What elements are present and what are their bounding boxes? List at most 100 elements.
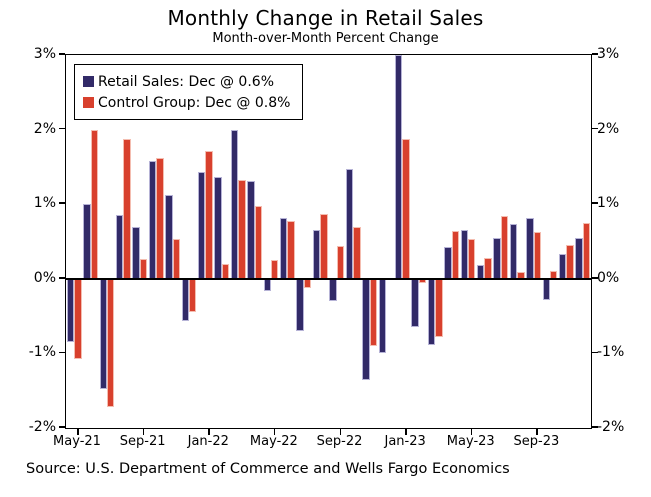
legend-item-control-group: Control Group: Dec @ 0.8% [83,92,290,113]
bar-retail-sales-Nov-22 [362,278,370,380]
x-axis-label: May-22 [249,434,298,449]
y-axis-label-left: 0% [33,269,56,286]
bar-retail-sales-Dec-23 [575,237,583,279]
y-tick-right [592,53,598,55]
bar-control-group-Nov-21 [172,238,181,279]
bar-retail-sales-Dec-22 [378,278,386,354]
bar-retail-sales-Jul-23 [493,237,501,279]
x-tick [208,429,210,435]
bar-retail-sales-Feb-23 [411,278,419,328]
bar-retail-sales-Sep-22 [329,278,337,302]
bar-retail-sales-Nov-21 [165,195,173,279]
bar-control-group-May-21 [74,278,82,360]
bar-retail-sales-Sep-21 [132,226,140,279]
bar-retail-sales-Sep-23 [526,217,534,279]
bar-retail-sales-Jul-21 [99,278,107,390]
legend: Retail Sales: Dec @ 0.6% Control Group: … [74,64,304,120]
bar-control-group-Jun-22 [287,221,295,279]
y-tick-left [59,426,65,428]
bar-control-group-Jul-22 [303,278,312,289]
y-axis-label-left: 1% [33,195,56,212]
y-tick-left [59,351,65,354]
bar-control-group-Dec-23 [582,222,591,279]
x-axis-label: May-21 [53,434,101,449]
x-tick [142,429,145,435]
bar-retail-sales-Jul-22 [296,278,304,332]
x-tick [77,429,79,435]
y-tick-right [592,351,598,354]
bar-control-group-Jul-23 [500,216,509,279]
bar-control-group-Mar-23 [435,278,443,337]
bar-retail-sales-Jan-22 [198,172,206,279]
bar-control-group-Mar-22 [238,179,246,279]
bar-control-group-Nov-22 [369,278,377,346]
y-tick-left [59,127,65,130]
source-note: Source: U.S. Department of Commerce and … [26,461,510,477]
bar-retail-sales-May-23 [460,230,468,279]
bar-retail-sales-Mar-23 [427,278,436,346]
legend-label-retail-sales: Retail Sales: Dec @ 0.6% [98,73,274,90]
bar-retail-sales-Oct-22 [345,169,354,279]
zero-line [66,277,591,280]
y-tick-left [59,277,65,279]
y-tick-left [59,53,65,55]
y-axis-label-right: 1% [597,195,620,212]
y-axis-label-right: 3% [597,46,620,62]
bar-retail-sales-Aug-23 [509,224,518,279]
bar-control-group-Jun-23 [484,257,492,279]
bar-retail-sales-Dec-21 [181,278,190,322]
plot-area: Retail Sales: Dec @ 0.6% Control Group: … [65,54,592,429]
bar-control-group-Jan-23 [402,138,410,279]
x-axis-label: Sep-23 [513,434,560,449]
bar-control-group-Oct-21 [156,157,164,279]
bar-retail-sales-Oct-21 [148,160,157,279]
bar-control-group-Jan-22 [205,151,213,279]
x-axis-label: Sep-22 [316,434,363,449]
x-axis-label: Sep-21 [119,434,166,449]
bar-control-group-Sep-22 [336,245,345,279]
bar-retail-sales-Mar-22 [230,129,239,279]
bar-retail-sales-Jun-23 [476,264,485,279]
legend-swatch-control-group-icon [83,97,94,108]
bar-retail-sales-Apr-23 [444,247,452,279]
x-tick [405,429,407,435]
x-axis-label: Jan-22 [187,434,229,449]
bar-retail-sales-Oct-23 [542,278,550,301]
bar-retail-sales-Aug-22 [312,230,321,279]
bar-control-group-May-22 [271,260,279,279]
bar-retail-sales-May-21 [66,278,75,343]
bar-control-group-Nov-23 [566,245,574,279]
bar-control-group-Sep-23 [533,231,541,279]
x-tick [536,429,538,435]
bar-retail-sales-Feb-22 [214,176,222,279]
bar-retail-sales-Aug-21 [116,215,124,279]
bar-retail-sales-Jun-22 [280,217,288,279]
bar-control-group-Apr-22 [254,205,263,279]
legend-swatch-retail-sales-icon [83,76,94,87]
chart-subtitle: Month-over-Month Percent Change [212,31,439,46]
x-axis-label: May-23 [446,434,495,449]
bar-retail-sales-Jun-21 [83,204,91,279]
y-tick-right [592,426,598,428]
bar-control-group-Jul-21 [107,278,115,408]
y-tick-right [592,277,598,279]
y-axis-label-left: 3% [33,46,56,62]
bar-control-group-Jun-21 [90,129,98,279]
y-axis-label-right: 0% [597,269,620,286]
chart-title: Monthly Change in Retail Sales [167,6,484,30]
y-axis-label-left: -2% [28,419,56,435]
y-tick-right [592,127,598,130]
x-tick [273,429,276,435]
bar-control-group-Oct-22 [353,226,361,279]
bar-retail-sales-Nov-23 [558,254,567,279]
bar-control-group-Feb-22 [221,263,230,279]
legend-item-retail-sales: Retail Sales: Dec @ 0.6% [83,71,290,92]
bar-control-group-Sep-21 [139,258,148,279]
bar-control-group-Aug-21 [123,138,131,279]
y-axis-label-right: -2% [597,419,625,435]
y-tick-right [592,202,598,204]
bar-control-group-Dec-21 [189,278,197,313]
x-axis-label: Jan-23 [384,434,426,449]
bar-retail-sales-Apr-22 [247,181,255,279]
bar-control-group-Apr-23 [451,231,459,279]
